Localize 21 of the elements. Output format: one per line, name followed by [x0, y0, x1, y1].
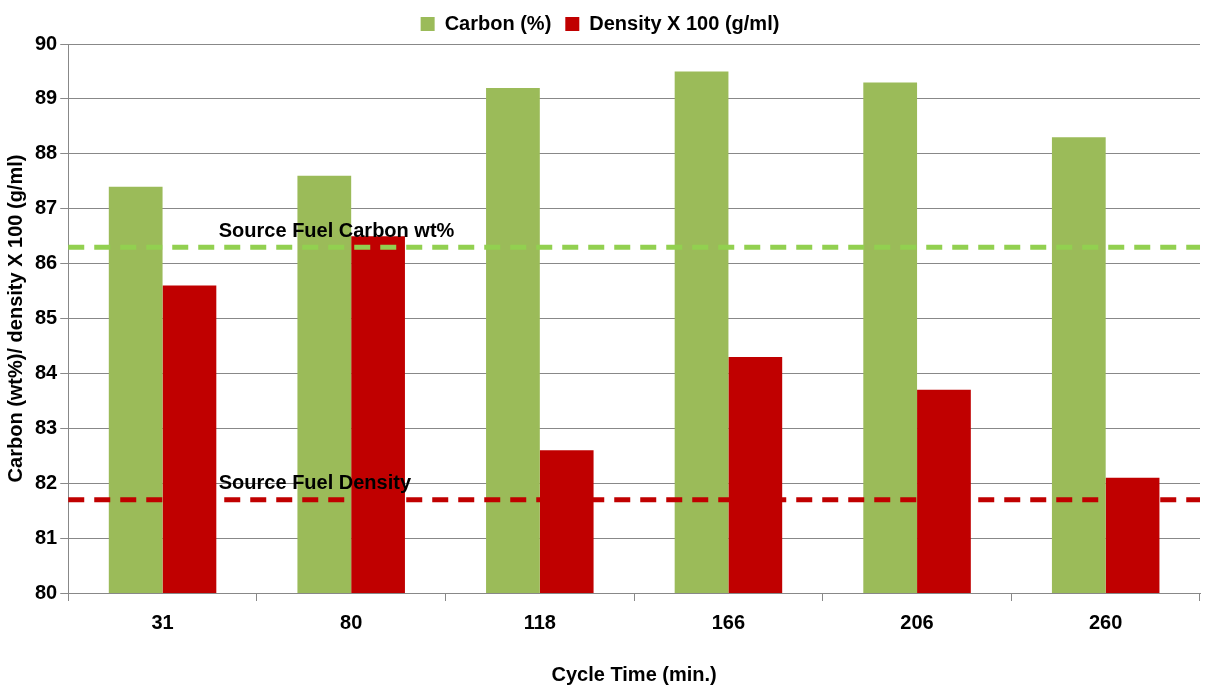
y-tick-label: 84 [35, 360, 59, 383]
x-tick-label: 206 [900, 610, 934, 633]
x-axis-title: Cycle Time (min.) [551, 662, 717, 685]
x-tick-label: 260 [1089, 610, 1123, 633]
y-axis-title: Carbon (wt%)/ density X 100 (g/ml) [3, 154, 26, 483]
y-tick-label: 82 [35, 470, 58, 493]
x-tick-label: 166 [711, 610, 746, 633]
y-tick-label: 80 [35, 580, 58, 603]
x-tick-label: 118 [523, 610, 556, 633]
legend-label: Density X 100 (g/ml) [589, 11, 780, 34]
y-tick-label: 87 [35, 196, 58, 219]
y-tick-label: 85 [35, 306, 58, 329]
y-tick-label: 88 [35, 141, 58, 164]
y-tick-label: 81 [35, 525, 58, 548]
y-tick-label: 90 [35, 31, 58, 54]
x-tick-label: 31 [151, 610, 174, 633]
y-tick-label: 86 [35, 251, 58, 274]
y-tick-label: 89 [35, 86, 58, 109]
legend-label: Carbon (%) [444, 11, 552, 34]
x-tick-label: 80 [340, 610, 363, 633]
y-tick-label: 83 [35, 415, 58, 438]
